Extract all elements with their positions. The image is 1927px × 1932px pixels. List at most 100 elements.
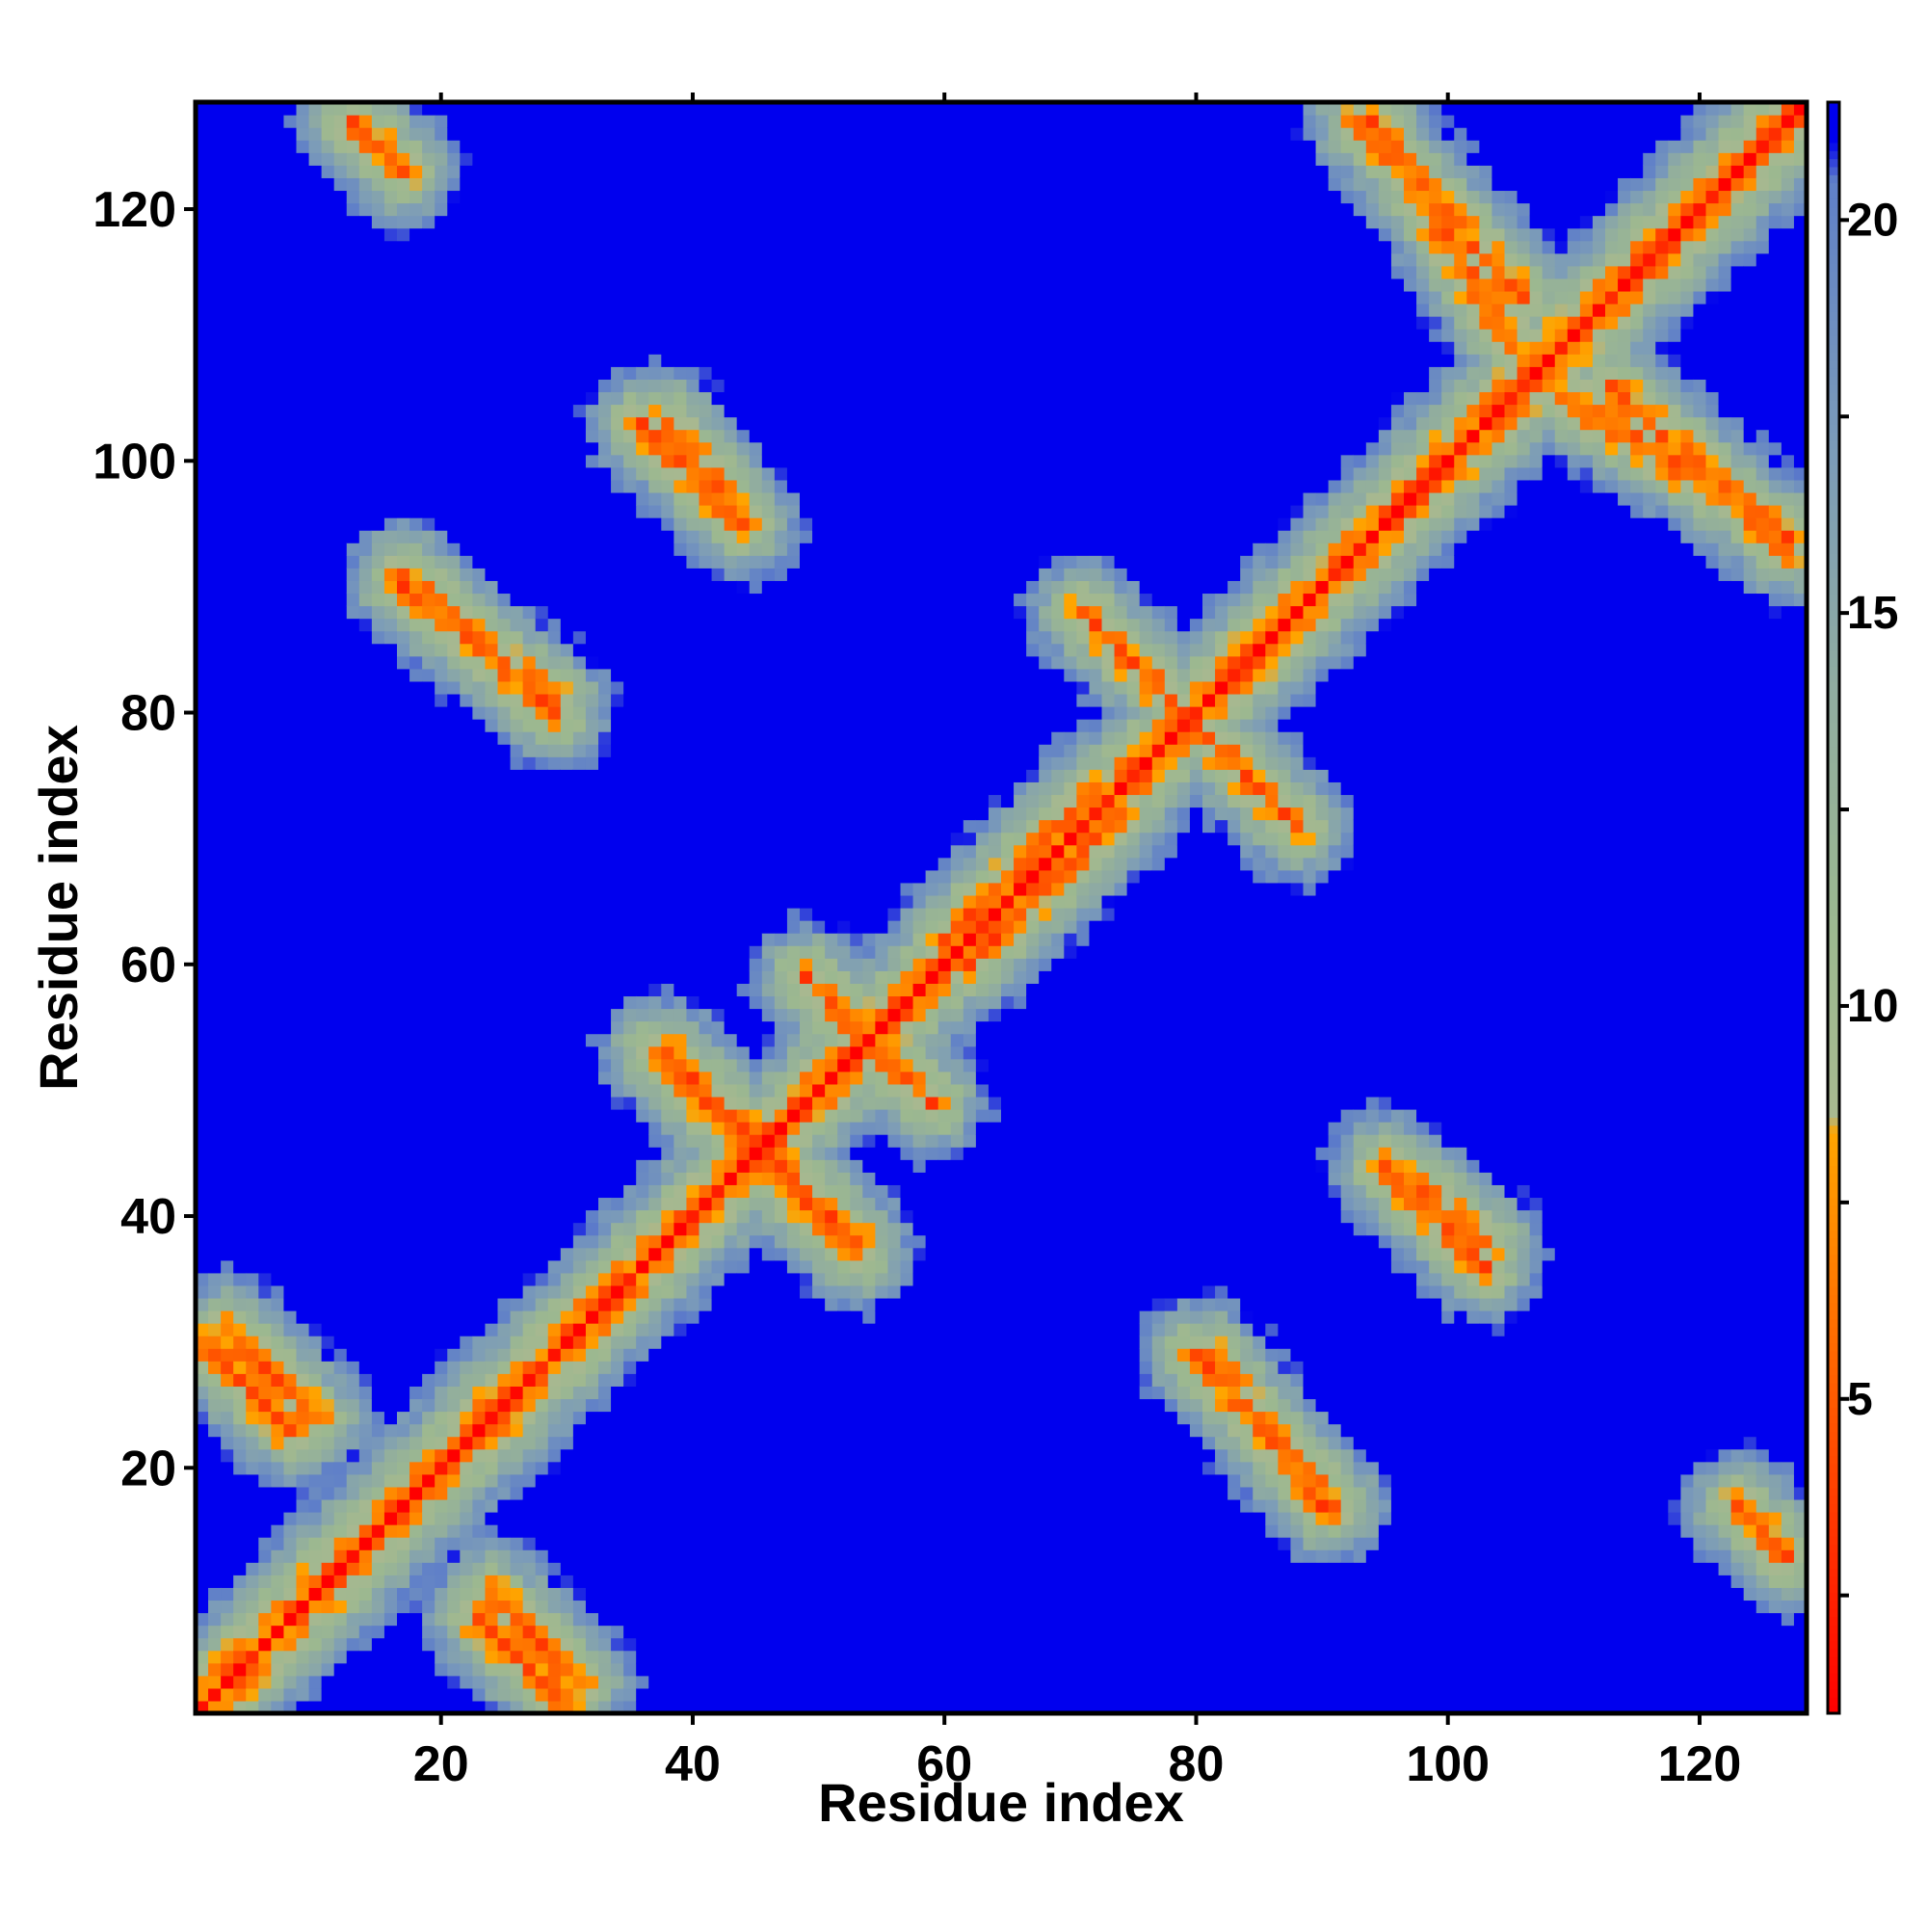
heatmap-cell xyxy=(673,1549,688,1563)
heatmap-cell xyxy=(296,1373,310,1387)
heatmap-cell xyxy=(333,794,348,808)
heatmap-cell xyxy=(510,1600,524,1614)
heatmap-cell xyxy=(308,1159,323,1173)
heatmap-cell xyxy=(397,329,410,342)
heatmap-cell xyxy=(383,1197,398,1211)
heatmap-cell xyxy=(648,1675,662,1689)
heatmap-cell xyxy=(636,1134,649,1148)
heatmap-cell xyxy=(308,1083,323,1098)
heatmap-cell xyxy=(447,1259,461,1274)
heatmap-cell xyxy=(333,970,348,984)
heatmap-cell xyxy=(598,781,612,796)
heatmap-cell xyxy=(485,1033,499,1047)
heatmap-cell xyxy=(371,769,385,782)
heatmap-cell xyxy=(623,127,637,141)
heatmap-cell xyxy=(358,781,373,796)
heatmap-cell xyxy=(422,605,436,620)
heatmap-cell xyxy=(409,152,423,166)
heatmap-cell xyxy=(208,491,222,506)
heatmap-cell xyxy=(221,568,234,581)
heatmap-cell xyxy=(560,391,574,406)
heatmap-cell xyxy=(585,466,599,481)
heatmap-cell xyxy=(673,1222,688,1236)
heatmap-cell xyxy=(623,1562,637,1575)
heatmap-cell xyxy=(321,177,335,192)
heatmap-cell xyxy=(598,1498,612,1513)
heatmap-cell xyxy=(611,1071,624,1085)
heatmap-cell xyxy=(510,1348,524,1362)
heatmap-cell xyxy=(333,1259,348,1274)
heatmap-cell xyxy=(321,1498,335,1513)
heatmap-cell xyxy=(497,1411,512,1425)
heatmap-cell xyxy=(510,995,524,1010)
heatmap-cell xyxy=(460,1486,473,1500)
heatmap-cell xyxy=(196,1071,209,1085)
heatmap-cell xyxy=(598,1361,612,1374)
heatmap-cell xyxy=(522,479,537,493)
heatmap-cell xyxy=(648,1184,662,1199)
heatmap-cell xyxy=(585,958,599,971)
heatmap-cell xyxy=(611,920,624,934)
heatmap-cell xyxy=(233,807,247,821)
heatmap-cell xyxy=(447,756,461,770)
heatmap-cell xyxy=(572,1122,587,1135)
heatmap-cell xyxy=(308,1486,323,1500)
heatmap-cell xyxy=(221,756,234,770)
heatmap-cell xyxy=(673,215,688,229)
heatmap-cell xyxy=(460,517,473,531)
heatmap-cell xyxy=(435,429,448,443)
heatmap-cell xyxy=(397,1373,410,1387)
heatmap-cell xyxy=(221,1512,234,1525)
heatmap-cell xyxy=(358,1297,373,1311)
heatmap-cell xyxy=(460,1537,473,1550)
heatmap-cell xyxy=(673,894,688,909)
heatmap-cell xyxy=(346,278,360,292)
heatmap-cell xyxy=(196,491,209,506)
heatmap-cell xyxy=(560,580,574,595)
heatmap-cell xyxy=(460,102,473,116)
heatmap-cell xyxy=(383,1537,398,1550)
heatmap-cell xyxy=(661,555,674,569)
heatmap-cell xyxy=(636,1122,649,1135)
heatmap-cell xyxy=(233,1083,247,1098)
heatmap-cell xyxy=(308,605,323,620)
heatmap-cell xyxy=(283,1209,298,1224)
heatmap-cell xyxy=(623,794,637,808)
heatmap-cell xyxy=(510,1473,524,1488)
heatmap-cell xyxy=(283,1033,298,1047)
heatmap-cell xyxy=(472,1096,487,1110)
heatmap-cell xyxy=(447,908,461,921)
heatmap-cell xyxy=(535,744,549,757)
heatmap-cell xyxy=(598,668,612,682)
heatmap-cell xyxy=(648,1650,662,1664)
heatmap-cell xyxy=(358,1336,373,1349)
heatmap-cell xyxy=(522,882,537,896)
heatmap-cell xyxy=(283,882,298,896)
heatmap-cell xyxy=(460,1071,473,1085)
heatmap-cell xyxy=(409,1587,423,1601)
heatmap-cell xyxy=(460,908,473,921)
heatmap-cell xyxy=(435,278,448,292)
heatmap-cell xyxy=(547,379,562,393)
heatmap-cell xyxy=(208,1323,222,1337)
heatmap-cell xyxy=(196,680,209,695)
heatmap-cell xyxy=(346,693,360,707)
heatmap-cell xyxy=(435,995,448,1010)
heatmap-cell xyxy=(535,1473,549,1488)
heatmap-cell xyxy=(535,1045,549,1060)
heatmap-cell xyxy=(535,1147,549,1160)
heatmap-cell xyxy=(547,958,562,971)
heatmap-cell xyxy=(358,995,373,1010)
heatmap-cell xyxy=(673,1423,688,1438)
heatmap-cell xyxy=(409,1336,423,1349)
heatmap-cell xyxy=(296,995,310,1010)
heatmap-cell xyxy=(472,1549,487,1563)
heatmap-cell xyxy=(371,1473,385,1488)
heatmap-cell xyxy=(598,693,612,707)
heatmap-cell xyxy=(435,265,448,279)
heatmap-cell xyxy=(611,970,624,984)
heatmap-cell xyxy=(648,1323,662,1337)
heatmap-cell xyxy=(472,1234,487,1249)
heatmap-cell xyxy=(661,1336,674,1349)
heatmap-cell xyxy=(623,152,637,166)
